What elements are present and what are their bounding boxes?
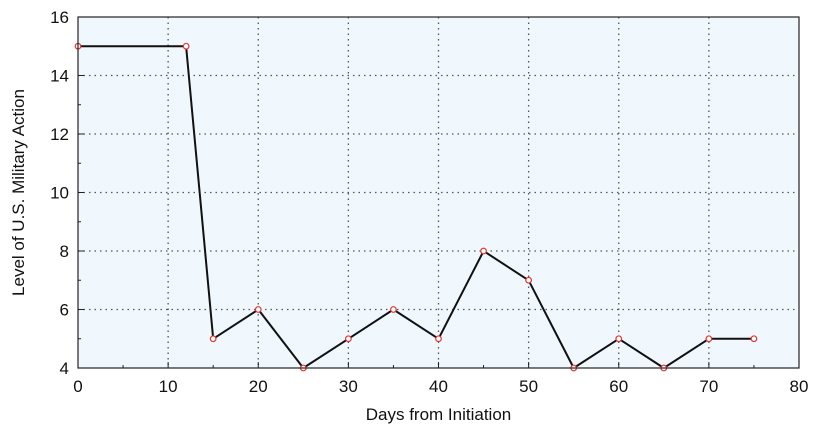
data-point	[750, 335, 758, 343]
data-point	[525, 276, 533, 284]
x-tick-label: 10	[159, 377, 178, 396]
y-tick-label: 4	[60, 359, 69, 378]
data-point	[480, 247, 487, 255]
data-point	[435, 335, 442, 343]
grid-lines	[78, 17, 799, 368]
plot-frame	[77, 16, 800, 369]
y-tick-label: 16	[50, 8, 69, 27]
data-point	[344, 335, 352, 343]
y-tick-label: 6	[60, 301, 69, 320]
data-point	[254, 306, 262, 313]
y-axis-title: Level of U.S. Military Action	[9, 89, 28, 296]
x-tick-labels: 0 10 20 30 40 50 60 70 80	[73, 377, 808, 396]
x-tick-label: 0	[73, 377, 82, 396]
y-tick-label: 10	[50, 184, 69, 203]
x-tick-label: 50	[519, 377, 538, 396]
data-point	[705, 335, 713, 343]
y-tick-label: 14	[50, 67, 69, 86]
data-point	[390, 306, 397, 313]
x-tick-label: 40	[429, 377, 448, 396]
data-point	[615, 335, 623, 343]
x-tick-label: 80	[790, 377, 809, 396]
x-tick-label: 30	[339, 377, 358, 396]
y-tick-label: 12	[50, 125, 69, 144]
x-tick-label: 60	[609, 377, 628, 396]
x-tick-label: 70	[699, 377, 718, 396]
y-tick-labels: 4 6 8 10 12 14 16	[50, 8, 69, 378]
data-point	[209, 335, 217, 343]
x-axis-title: Days from Initiation	[366, 405, 512, 424]
y-tick-label: 8	[60, 242, 69, 261]
x-tick-label: 20	[249, 377, 268, 396]
data-point	[182, 42, 190, 50]
